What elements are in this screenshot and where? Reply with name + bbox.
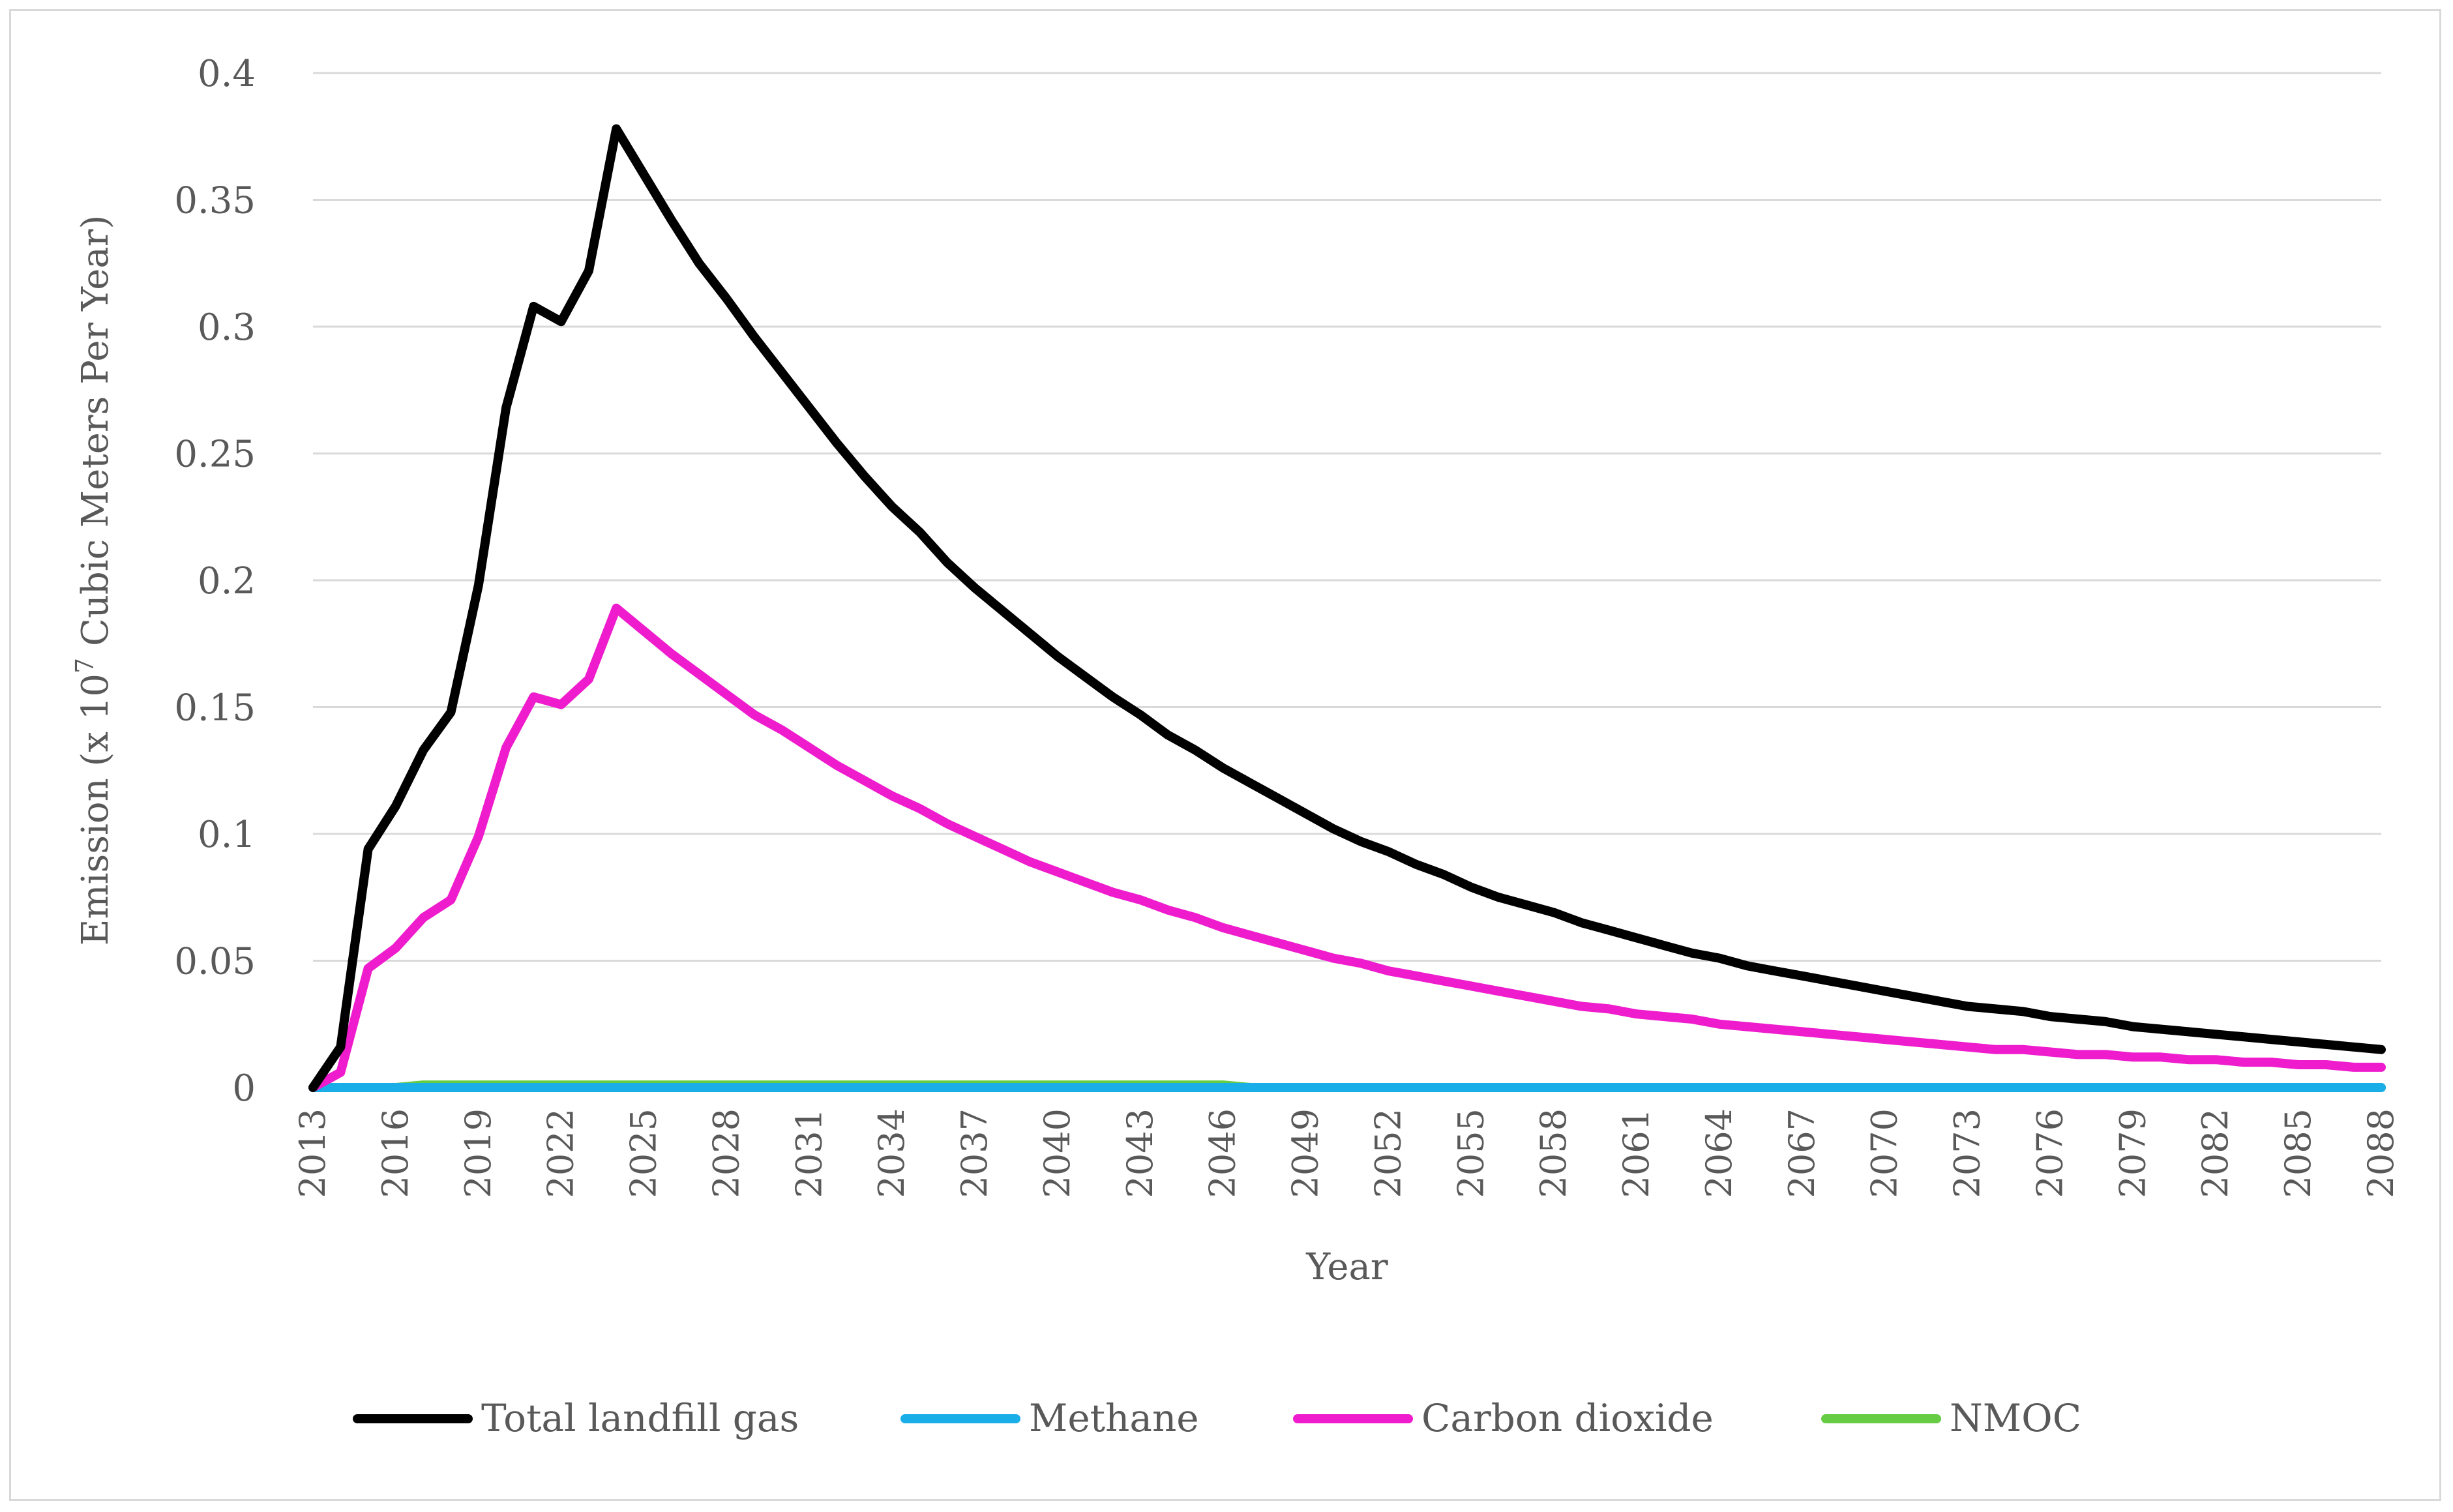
x-tick-label: 2049 <box>1285 1108 1326 1198</box>
x-tick-label: 2073 <box>1947 1108 1988 1198</box>
series-lines <box>308 124 2386 1092</box>
x-tick-label: 2058 <box>1533 1108 1574 1198</box>
y-axis-ticks: 0 0.05 0.1 0.15 0.2 0.25 0.3 0.35 0.4 <box>174 53 256 1110</box>
series-line-total-landfill-gas <box>308 124 2386 1092</box>
x-tick-label: 2046 <box>1202 1108 1243 1198</box>
y-tick-label: 0.2 <box>198 560 256 602</box>
x-tick-label: 2043 <box>1120 1108 1161 1198</box>
y-tick-label: 0.4 <box>198 53 256 95</box>
x-tick-label: 2076 <box>2029 1108 2070 1198</box>
x-axis-title: Year <box>1305 1246 1388 1288</box>
y-axis-title-superscript: 7 <box>70 658 99 674</box>
y-tick-label: 0.35 <box>174 180 256 222</box>
gridlines <box>313 72 2381 962</box>
x-tick-label: 2037 <box>954 1108 995 1198</box>
x-tick-label: 2082 <box>2195 1108 2236 1198</box>
x-tick-label: 2055 <box>1450 1108 1491 1198</box>
legend-label: Methane <box>1029 1396 1199 1440</box>
x-tick-label: 2034 <box>871 1108 912 1198</box>
legend[interactable]: Total landfill gas Methane Carbon dioxide N… <box>353 1396 2081 1440</box>
x-tick-label: 2013 <box>292 1108 333 1198</box>
x-tick-label: 2022 <box>541 1108 582 1198</box>
legend-label: Total landfill gas <box>481 1396 799 1440</box>
y-tick-label: 0.05 <box>174 941 256 983</box>
x-tick-label: 2061 <box>1616 1108 1657 1198</box>
x-tick-label: 2016 <box>375 1108 416 1198</box>
x-tick-label: 2019 <box>458 1108 499 1198</box>
x-tick-label: 2088 <box>2360 1108 2401 1198</box>
legend-item-methane[interactable]: Methane <box>900 1396 1199 1440</box>
y-axis-title-suffix: Cubic Meters Per Year) <box>74 215 117 658</box>
legend-item-total-landfill-gas[interactable]: Total landfill gas <box>353 1396 799 1440</box>
x-tick-label: 2085 <box>2278 1108 2319 1198</box>
x-tick-label: 2025 <box>623 1108 664 1198</box>
y-tick-label: 0.3 <box>198 306 256 349</box>
legend-item-nmoc[interactable]: NMOC <box>1821 1396 2081 1440</box>
x-tick-label: 2028 <box>706 1108 747 1198</box>
legend-label: NMOC <box>1950 1396 2081 1440</box>
y-tick-label: 0 <box>232 1067 256 1110</box>
legend-label: Carbon dioxide <box>1421 1396 1714 1440</box>
legend-item-carbon-dioxide[interactable]: Carbon dioxide <box>1293 1396 1714 1440</box>
chart-frame <box>9 9 2441 1501</box>
x-axis-ticks: 2013 2016 2019 2022 2025 2028 2031 2034 2037 2040… <box>292 1108 2401 1198</box>
x-tick-label: 2070 <box>1864 1108 1905 1198</box>
y-tick-label: 0.15 <box>174 687 256 730</box>
y-axis-title: Emission (x 107 Cubic Meters Per Year) <box>70 215 117 946</box>
x-tick-label: 2031 <box>788 1108 829 1198</box>
y-tick-label: 0.1 <box>198 814 256 856</box>
x-tick-label: 2040 <box>1037 1108 1078 1198</box>
x-tick-label: 2079 <box>2112 1108 2153 1198</box>
x-tick-label: 2067 <box>1781 1108 1822 1198</box>
y-tick-label: 0.25 <box>174 434 256 476</box>
x-tick-label: 2064 <box>1699 1108 1740 1198</box>
x-tick-label: 2052 <box>1367 1108 1408 1198</box>
series-line-carbon-dioxide <box>308 603 2386 1092</box>
y-axis-title-prefix: Emission (x 10 <box>74 674 117 945</box>
